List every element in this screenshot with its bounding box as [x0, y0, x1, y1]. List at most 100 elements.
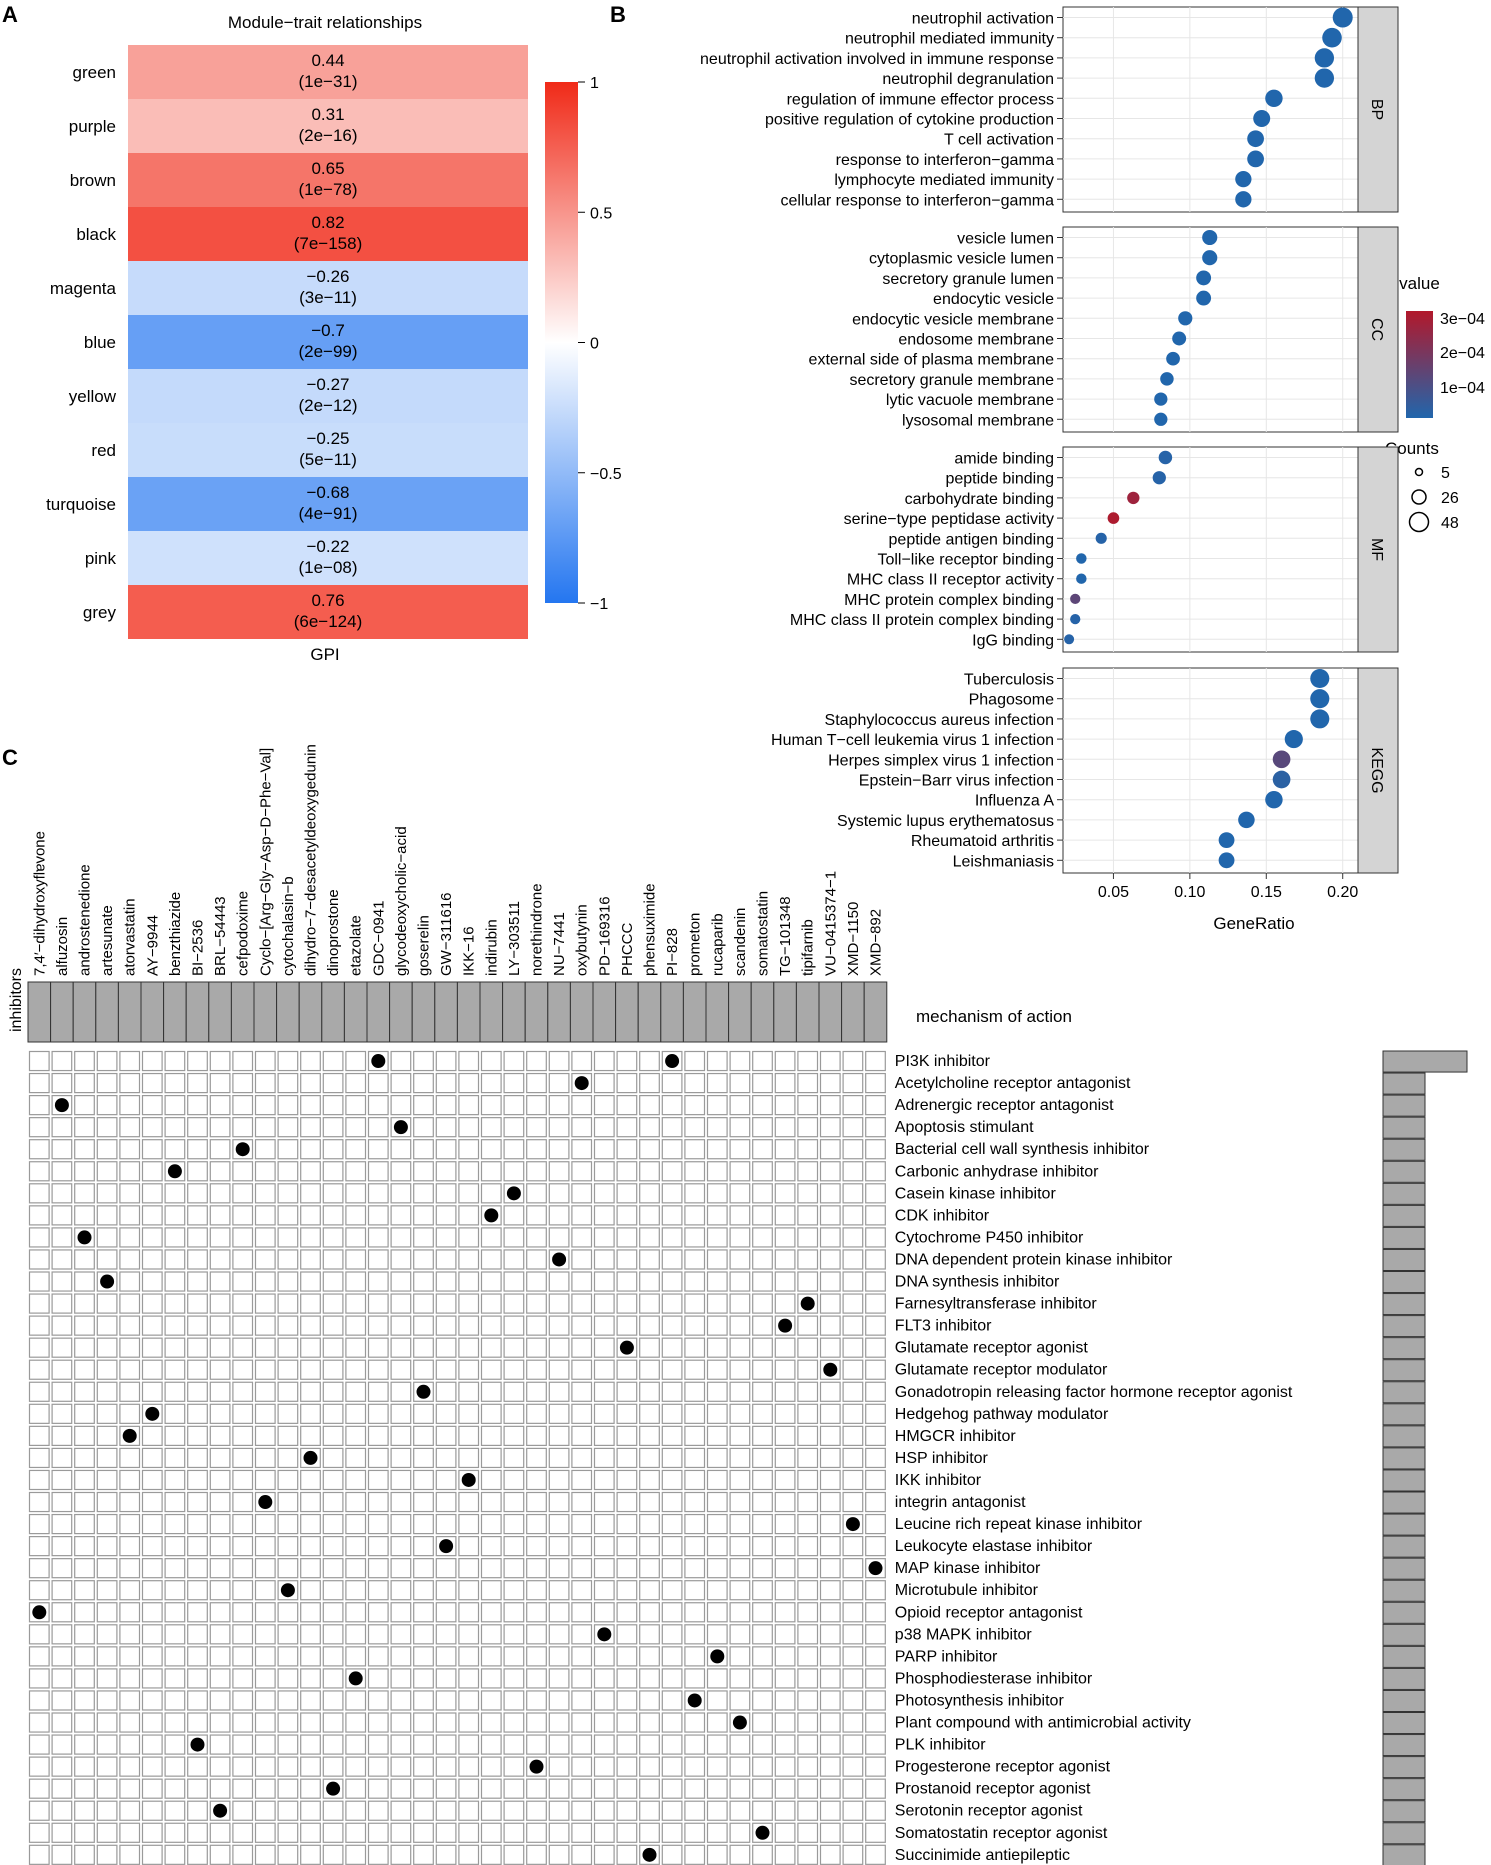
- matrix-cell: [390, 1050, 412, 1072]
- matrix-cell: [639, 1602, 660, 1623]
- heatmap-row-label: pink: [85, 549, 117, 568]
- matrix-cell: [774, 1734, 796, 1755]
- matrix-cell: [209, 1734, 231, 1755]
- enrichment-dot: [1247, 130, 1264, 148]
- matrix-cell: [187, 1844, 208, 1865]
- matrix-cell: [729, 1139, 751, 1160]
- matrix-cell: [96, 1161, 118, 1182]
- matrix-cell: [639, 1425, 660, 1446]
- matrix-cell: [503, 1315, 525, 1336]
- matrix-cell: [277, 1403, 299, 1424]
- matrix-cell: [571, 1513, 593, 1535]
- matrix-cell: [209, 1712, 231, 1733]
- matrix-cell: [96, 1139, 118, 1160]
- matrix-cell: [413, 1161, 434, 1182]
- matrix-cell: [277, 1183, 299, 1204]
- matrix-cell: [300, 1712, 321, 1733]
- matrix-cell: [51, 1050, 73, 1072]
- matrix-cell: [593, 1822, 615, 1843]
- matrix-cell: [729, 1337, 751, 1358]
- matrix-cell: [639, 1227, 660, 1248]
- matrix-cell: [51, 1227, 73, 1248]
- panel-label-b: B: [610, 2, 626, 27]
- matrix-cell: [639, 1624, 660, 1645]
- matrix-cell: [684, 1844, 706, 1865]
- matrix-cell: [458, 1381, 480, 1402]
- matrix-cell: [51, 1425, 73, 1446]
- drug-mechanism-dot: [597, 1627, 612, 1642]
- mechanism-label: Microtubule inhibitor: [895, 1582, 1039, 1599]
- matrix-cell: [413, 1293, 434, 1314]
- matrix-cell: [367, 1756, 389, 1777]
- matrix-cell: [639, 1139, 660, 1160]
- matrix-cell: [865, 1183, 886, 1204]
- matrix-cell: [232, 1646, 254, 1667]
- matrix-cell: [28, 1205, 50, 1226]
- matrix-cell: [74, 1668, 95, 1689]
- matrix-cell: [571, 1734, 593, 1755]
- matrix-cell: [74, 1315, 95, 1336]
- heatmap-row-label: black: [76, 225, 116, 244]
- matrix-cell: [413, 1139, 434, 1160]
- matrix-cell: [164, 1646, 186, 1667]
- matrix-cell: [74, 1161, 95, 1182]
- matrix-cell: [413, 1072, 434, 1094]
- matrix-cell: [684, 1535, 706, 1557]
- matrix-cell: [322, 1535, 344, 1557]
- matrix-cell: [277, 1558, 299, 1579]
- matrix-cell: [842, 1337, 864, 1358]
- facet-panel: [1062, 667, 1359, 874]
- matrix-cell: [141, 1293, 163, 1314]
- matrix-cell: [232, 1050, 254, 1072]
- matrix-cell: [774, 1778, 796, 1799]
- drug-mechanism-dot: [213, 1803, 228, 1818]
- matrix-cell: [819, 1734, 841, 1755]
- matrix-cell: [752, 1359, 773, 1380]
- matrix-cell: [458, 1205, 480, 1226]
- mechanism-label: Adrenergic receptor antagonist: [895, 1097, 1114, 1114]
- matrix-cell: [28, 1315, 50, 1336]
- matrix-cell: [119, 1624, 141, 1645]
- x-tick-label: 0.20: [1327, 884, 1358, 901]
- matrix-cell: [526, 1822, 547, 1843]
- matrix-cell: [209, 1337, 231, 1358]
- matrix-cell: [28, 1513, 50, 1535]
- matrix-cell: [51, 1337, 73, 1358]
- matrix-cell: [164, 1381, 186, 1402]
- matrix-cell: [639, 1756, 660, 1777]
- matrix-cell: [74, 1535, 95, 1557]
- matrix-cell: [254, 1117, 276, 1138]
- drug-mechanism-dot: [778, 1318, 793, 1333]
- matrix-cell: [96, 1668, 118, 1689]
- matrix-cell: [729, 1690, 751, 1711]
- matrix-cell: [119, 1293, 141, 1314]
- matrix-cell: [367, 1535, 389, 1557]
- matrix-cell: [277, 1072, 299, 1094]
- matrix-cell: [797, 1646, 819, 1667]
- heatmap-correlation-value: 0.82: [311, 213, 344, 232]
- matrix-cell: [458, 1822, 480, 1843]
- matrix-cell: [51, 1602, 73, 1623]
- matrix-cell: [141, 1712, 163, 1733]
- matrix-cell: [480, 1580, 502, 1601]
- matrix-cell: [209, 1315, 231, 1336]
- matrix-cell: [752, 1425, 773, 1446]
- drug-header-box: [117, 981, 142, 1043]
- matrix-cell: [28, 1337, 50, 1358]
- matrix-cell: [616, 1580, 638, 1601]
- matrix-cell: [593, 1558, 615, 1579]
- matrix-cell: [187, 1293, 208, 1314]
- matrix-cell: [865, 1315, 886, 1336]
- matrix-cell: [254, 1050, 276, 1072]
- matrix-cell: [322, 1050, 344, 1072]
- enrichment-dot: [1253, 110, 1271, 127]
- matrix-cell: [729, 1535, 751, 1557]
- matrix-cell: [548, 1161, 570, 1182]
- matrix-cell: [254, 1646, 276, 1667]
- matrix-cell: [480, 1624, 502, 1645]
- matrix-cell: [119, 1161, 141, 1182]
- mechanism-label: p38 MAPK inhibitor: [895, 1626, 1033, 1643]
- matrix-cell: [345, 1315, 367, 1336]
- term-label: MHC class II protein complex binding: [790, 612, 1054, 629]
- matrix-cell: [28, 1072, 50, 1094]
